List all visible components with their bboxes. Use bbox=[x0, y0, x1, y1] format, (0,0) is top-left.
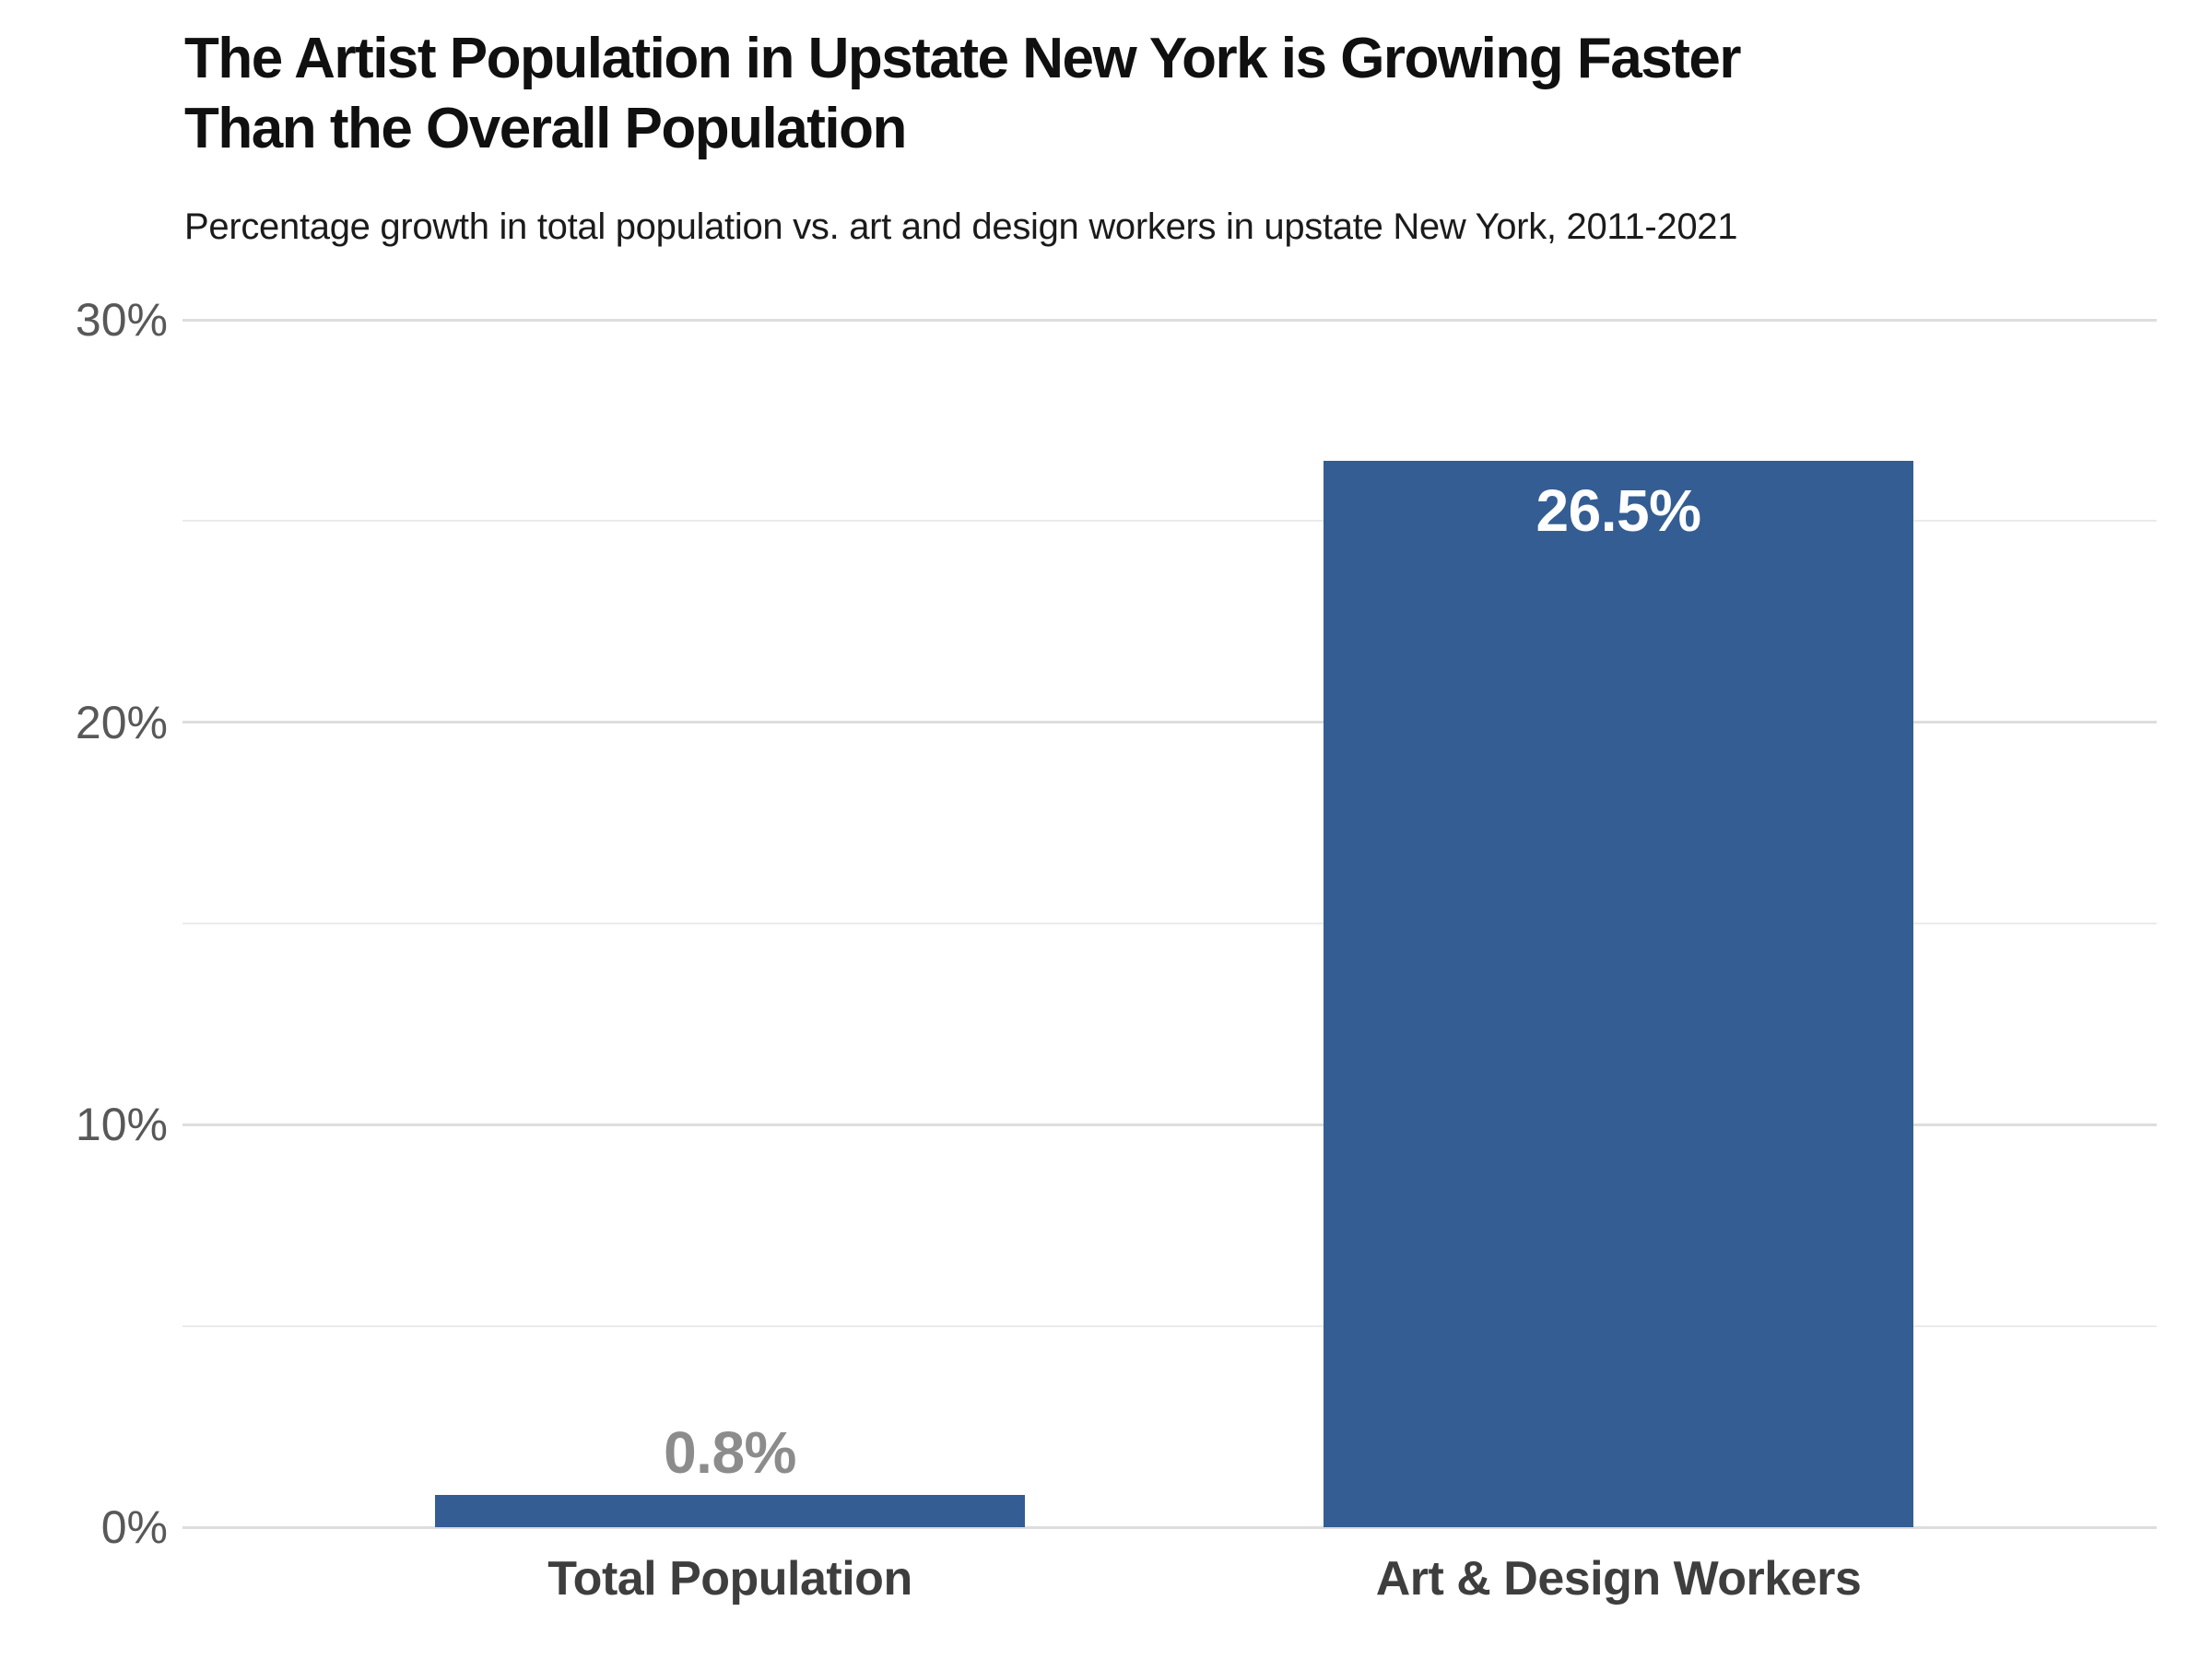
value-label-art-design-workers: 26.5% bbox=[1535, 477, 1701, 544]
x-axis-label-total-population: Total Population bbox=[547, 1552, 912, 1606]
gridline-5pct bbox=[182, 1324, 2157, 1327]
chart-title: The Artist Population in Upstate New Yor… bbox=[184, 24, 2184, 164]
chart-title-line-1: The Artist Population in Upstate New Yor… bbox=[184, 27, 1741, 90]
chart-title-line-2: Than the Overall Population bbox=[184, 97, 907, 160]
y-axis-label-0: 0% bbox=[100, 1501, 168, 1553]
y-axis-label-30: 30% bbox=[75, 294, 168, 346]
y-axis-label-10: 10% bbox=[75, 1099, 168, 1151]
gridline-0pct bbox=[182, 1525, 2157, 1529]
gridline-10pct bbox=[182, 1123, 2157, 1126]
chart-subtitle: Percentage growth in total population vs… bbox=[184, 206, 1738, 247]
gridline-25pct bbox=[182, 520, 2157, 523]
value-label-total-population: 0.8% bbox=[664, 1419, 796, 1487]
gridline-15pct bbox=[182, 923, 2157, 924]
bar-art-design-workers bbox=[1324, 460, 1913, 1527]
y-axis-label-20: 20% bbox=[75, 696, 168, 748]
bar-total-population bbox=[435, 1495, 1025, 1527]
x-axis-label-art-design-workers: Art & Design Workers bbox=[1375, 1552, 1862, 1606]
gridline-30pct bbox=[182, 318, 2157, 322]
gridline-20pct bbox=[182, 721, 2157, 724]
